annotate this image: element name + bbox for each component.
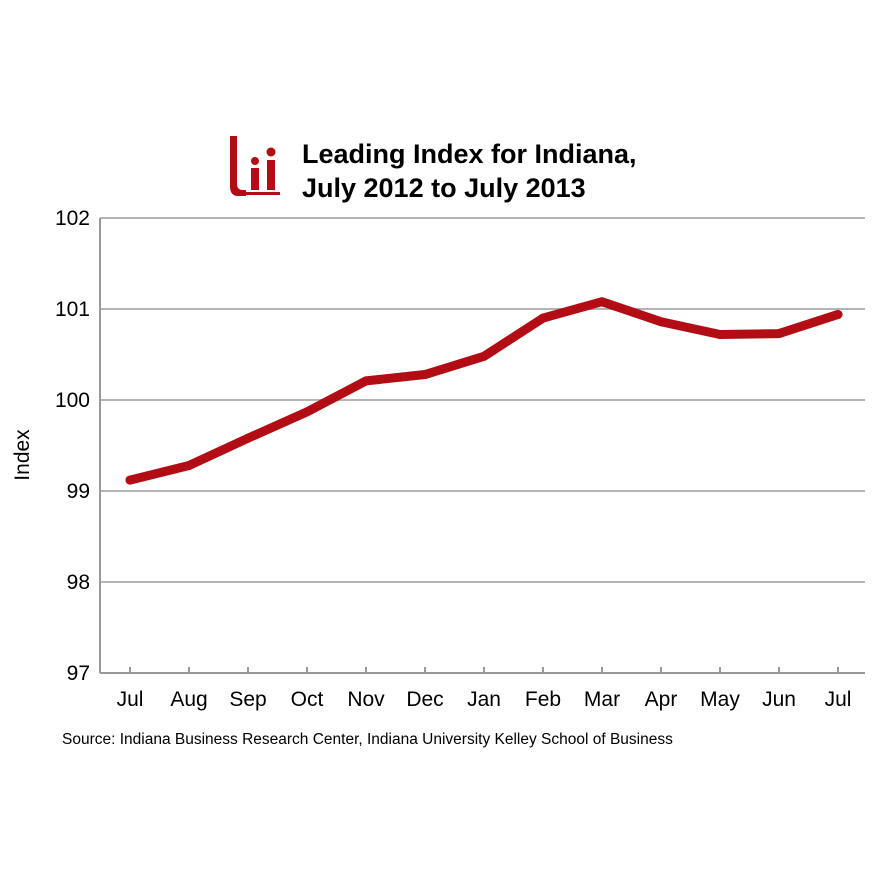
- grid-lines: [100, 217, 865, 583]
- x-tick-label: Nov: [347, 688, 385, 711]
- y-tick-label: 98: [67, 571, 90, 594]
- data-point: [597, 297, 607, 307]
- x-tick-label: Aug: [170, 688, 207, 711]
- x-tick-label: Apr: [645, 688, 678, 711]
- x-tick-label: Mar: [584, 688, 620, 711]
- data-point: [538, 313, 548, 323]
- y-tick-label: 99: [67, 480, 90, 503]
- axes: [99, 218, 865, 674]
- logo-dot: [251, 157, 259, 165]
- data-point: [479, 351, 489, 361]
- series-layer: [125, 297, 843, 485]
- data-point: [774, 329, 784, 339]
- x-tick-label: Jul: [825, 688, 852, 711]
- logo-stem: [267, 160, 275, 190]
- y-tick-labels: 97 98 99 100 101 102: [55, 207, 90, 685]
- chart-title-line-1: Leading Index for Indiana,: [302, 139, 637, 169]
- x-tick-label: Feb: [525, 688, 561, 711]
- y-tick-label: 100: [55, 389, 90, 412]
- logo-stem: [251, 168, 259, 190]
- x-tick-label: Jan: [467, 688, 501, 711]
- series-line: [125, 297, 843, 485]
- data-point: [302, 407, 312, 417]
- data-point: [656, 317, 666, 327]
- y-tick-label: 101: [55, 298, 90, 321]
- data-point: [833, 309, 843, 319]
- logo-underline: [242, 192, 280, 195]
- data-point: [184, 461, 194, 471]
- ibrc-logo: [230, 136, 280, 196]
- chart-title-line-2: July 2012 to July 2013: [302, 173, 586, 203]
- x-tick-label: May: [700, 688, 740, 711]
- x-tick-label: Jun: [762, 688, 796, 711]
- data-point: [361, 376, 371, 386]
- x-tick-label: Oct: [291, 688, 324, 711]
- logo-dot: [266, 147, 276, 157]
- data-point: [420, 370, 430, 380]
- x-tick-label: Dec: [406, 688, 443, 711]
- data-point: [125, 475, 135, 485]
- y-tick-label: 97: [67, 662, 90, 685]
- x-tick-labels: Jul Aug Sep Oct Nov Dec Jan Feb Mar Apr May Jun Jul: [117, 688, 852, 711]
- data-point: [715, 329, 725, 339]
- data-point: [243, 433, 253, 443]
- logo-letter-l: [230, 136, 246, 196]
- source-note: Source: Indiana Business Research Center…: [62, 731, 673, 748]
- x-tick-label: Sep: [229, 688, 266, 711]
- x-tick-label: Jul: [117, 688, 144, 711]
- y-axis-label: Index: [11, 429, 34, 481]
- y-tick-label: 102: [55, 207, 90, 230]
